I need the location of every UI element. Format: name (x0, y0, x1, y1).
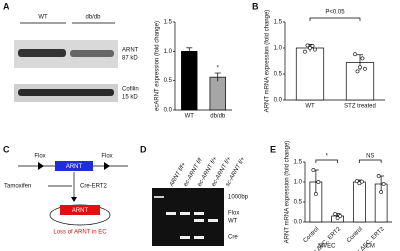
gel-band (194, 212, 204, 215)
group-label: WT (38, 15, 48, 21)
group-label: db/db (85, 15, 101, 21)
data-point (335, 216, 340, 220)
data-point (316, 180, 321, 184)
band-label: WT (228, 219, 238, 225)
y-tick-label: 0.0 (164, 108, 173, 114)
bracket (309, 17, 361, 21)
y-tick-label: 1.0 (164, 49, 173, 55)
band-label: Cre (228, 235, 238, 241)
y-axis-label: ARNT mRNA expression (fold change) (265, 10, 271, 113)
bar (295, 47, 325, 101)
ladder-label: 1000bp (228, 195, 249, 201)
annotation: * (217, 66, 220, 72)
y-tick-label: 0.5 (294, 200, 303, 206)
data-point (311, 168, 316, 172)
data-point (338, 214, 343, 218)
driver: Cre-ERT2 (80, 184, 108, 190)
y-tick-label: 1.5 (274, 20, 283, 26)
bracket (359, 159, 382, 163)
y-axis-label: ecARNT expression (fold change) (155, 21, 161, 111)
y-tick-label: 0.0 (294, 220, 303, 226)
gene-box (60, 205, 100, 215)
annotation: * (326, 154, 329, 160)
panel-label: E (270, 144, 276, 154)
data-point (358, 65, 362, 70)
y-axis-label: ARNT mRNA expression (fold change) (285, 141, 291, 244)
blot-band (18, 49, 66, 57)
loxp (38, 162, 44, 170)
x-tick-label: WT (305, 104, 315, 110)
group-label: MVEC (318, 244, 336, 250)
treatment: Tamoxifen (4, 184, 31, 190)
band-name: Cofilin (122, 87, 139, 93)
band-size: 87 kD (122, 56, 138, 62)
data-point (353, 52, 357, 57)
data-point (333, 212, 338, 216)
gene-label: ARNT (66, 164, 83, 170)
data-point (313, 47, 317, 52)
annotation: P<0.05 (325, 10, 345, 16)
y-tick-label: 1.5 (294, 160, 303, 166)
x-tick-label: Control (346, 226, 364, 244)
group-label: CM (366, 244, 375, 250)
data-point (313, 192, 318, 196)
data-point (305, 43, 310, 48)
x-tick-label: STZ treated (344, 104, 376, 110)
flox-label: Flox (34, 154, 45, 160)
data-point (360, 56, 365, 61)
data-point (355, 69, 360, 74)
panel-label: D (140, 144, 147, 154)
band-name: ARNT (122, 48, 139, 54)
blot-band (70, 50, 114, 57)
x-tick-label: WT (185, 114, 195, 120)
y-tick-label: 1.0 (274, 46, 283, 52)
bar (353, 181, 366, 223)
ladder-band (154, 196, 164, 198)
data-point (376, 174, 381, 178)
gel-band (208, 219, 218, 222)
gene-label: ARNT (72, 208, 89, 214)
gel-band (166, 212, 176, 215)
panel-label: A (3, 1, 10, 11)
bar (209, 76, 226, 111)
x-tick-label: Control (302, 226, 320, 244)
data-point (363, 66, 367, 71)
y-tick-label: 0.5 (274, 72, 283, 78)
bracket (315, 159, 338, 163)
y-tick-label: 0.0 (274, 98, 283, 104)
x-tick-label: db/db (210, 114, 226, 120)
y-tick-label: 0.5 (164, 78, 173, 84)
data-point (354, 179, 359, 184)
y-tick-label: 1.5 (164, 20, 173, 26)
blot-band (18, 89, 114, 96)
y-tick-label: 1.0 (294, 180, 303, 186)
panel-label: C (3, 144, 10, 154)
data-point (310, 44, 315, 48)
gene-box (55, 161, 93, 171)
flox-label: Flox (101, 154, 112, 160)
data-point (379, 190, 384, 194)
arrowhead (71, 197, 77, 202)
data-point (303, 49, 307, 54)
band-label: Flox (228, 211, 239, 217)
band-size: 15 kD (122, 95, 138, 101)
data-point (308, 46, 312, 50)
gel-band (194, 219, 204, 222)
gel-band (180, 236, 190, 239)
result: Loss of ARNT in EC (53, 230, 107, 236)
data-point (359, 179, 364, 184)
bar (181, 50, 198, 111)
panel-label: B (252, 1, 259, 11)
annotation: NS (366, 154, 374, 160)
loxp (104, 162, 110, 170)
data-point (381, 182, 386, 186)
gel-band (194, 236, 204, 239)
gel-band (180, 212, 190, 215)
